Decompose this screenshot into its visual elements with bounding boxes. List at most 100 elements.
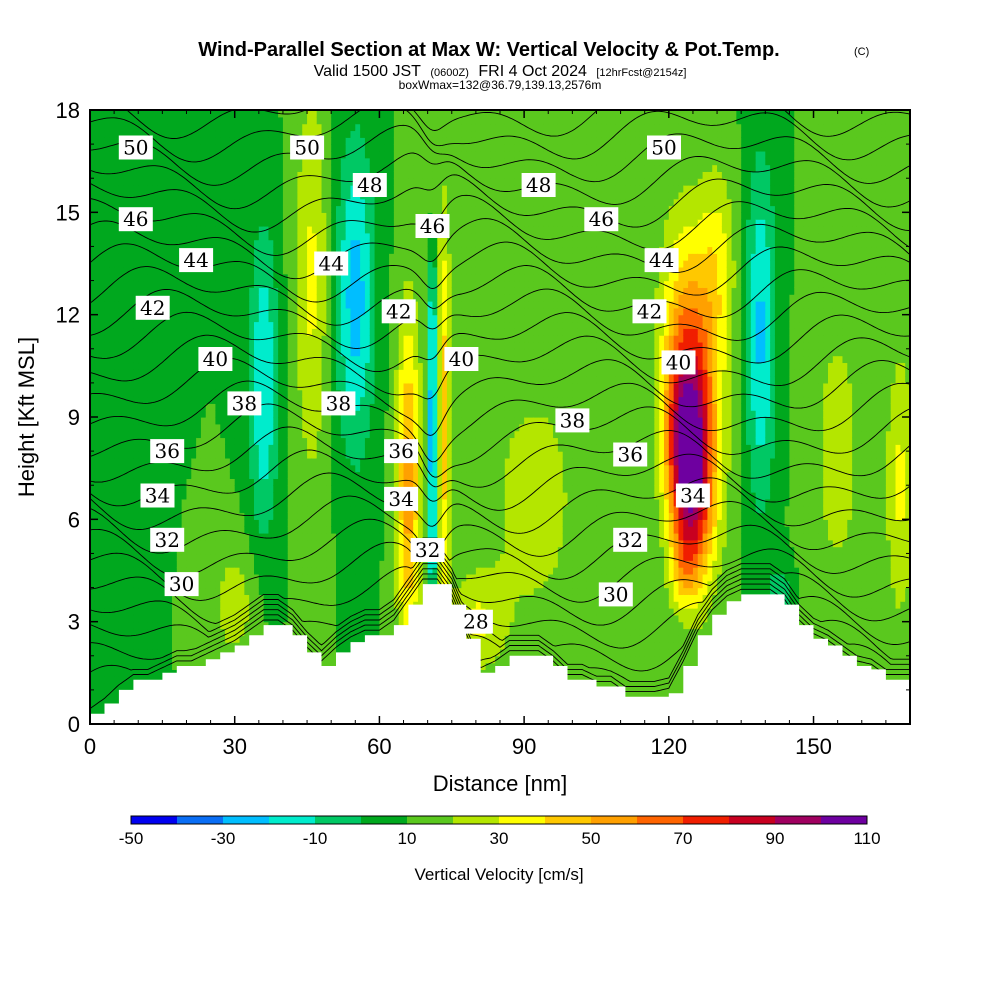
velocity-cell (249, 628, 255, 636)
velocity-cell (345, 437, 352, 445)
velocity-cell (133, 580, 139, 589)
velocity-cell (287, 553, 294, 561)
velocity-cell (244, 478, 250, 486)
velocity-cell (278, 594, 284, 602)
velocity-cell (94, 512, 101, 520)
velocity-cell (157, 587, 163, 595)
velocity-cell (133, 178, 139, 186)
velocity-cell (345, 471, 352, 479)
velocity-cell (200, 512, 207, 520)
velocity-cell (186, 567, 192, 575)
velocity-cell (143, 423, 149, 432)
velocity-cell (157, 648, 163, 657)
velocity-cell (99, 403, 106, 411)
velocity-cell (321, 587, 327, 595)
velocity-cell (123, 273, 130, 282)
velocity-cell (118, 396, 125, 404)
velocity-cell (147, 471, 154, 479)
velocity-cell (336, 157, 342, 166)
velocity-cell (133, 396, 139, 404)
velocity-cell (311, 382, 318, 391)
velocity-cell (331, 130, 337, 138)
velocity-cell (118, 198, 125, 207)
velocity-cell (225, 294, 231, 302)
velocity-cell (181, 437, 188, 445)
velocity-cell (157, 157, 163, 166)
velocity-cell (181, 430, 188, 439)
velocity-cell (345, 280, 352, 288)
velocity-cell (336, 457, 342, 466)
velocity-cell (147, 567, 154, 575)
velocity-cell (114, 573, 120, 582)
velocity-cell (311, 512, 318, 520)
velocity-cell (104, 260, 110, 268)
velocity-cell (133, 560, 139, 568)
velocity-cell (326, 492, 332, 500)
velocity-cell (311, 185, 318, 193)
velocity-cell (118, 382, 125, 391)
velocity-cell (205, 437, 212, 445)
velocity-cell (176, 307, 183, 316)
velocity-cell (220, 546, 226, 555)
velocity-cell (336, 144, 342, 152)
velocity-cell (118, 539, 125, 548)
velocity-cell (302, 164, 308, 172)
velocity-cell (268, 594, 274, 602)
velocity-cell (133, 478, 139, 486)
velocity-cell (181, 178, 188, 186)
velocity-cell (133, 485, 139, 493)
velocity-cell (263, 178, 270, 186)
velocity-cell (215, 417, 221, 425)
velocity-cell (254, 239, 260, 248)
velocity-cell (196, 403, 202, 411)
velocity-cell (239, 348, 245, 357)
velocity-cell (239, 519, 245, 527)
velocity-cell (143, 642, 149, 650)
velocity-cell (114, 266, 120, 275)
velocity-cell (138, 669, 144, 677)
velocity-cell (336, 519, 342, 527)
velocity-cell (210, 307, 217, 316)
velocity-cell (302, 485, 308, 493)
velocity-cell (210, 601, 217, 609)
velocity-cell (99, 171, 106, 179)
velocity-cell (220, 191, 226, 200)
velocity-cell (123, 423, 130, 432)
velocity-cell (350, 444, 356, 452)
velocity-cell (268, 205, 274, 213)
velocity-cell (143, 587, 149, 595)
velocity-cell (94, 246, 101, 254)
velocity-cell (176, 225, 183, 234)
velocity-cell (316, 171, 323, 179)
velocity-cell (133, 369, 139, 377)
velocity-cell (215, 635, 221, 643)
velocity-cell (282, 362, 289, 370)
velocity-cell (297, 546, 303, 555)
velocity-cell (210, 171, 217, 179)
velocity-cell (316, 157, 323, 166)
velocity-cell (316, 232, 323, 241)
velocity-cell (350, 573, 356, 582)
velocity-cell (326, 614, 332, 623)
velocity-cell (225, 608, 231, 616)
velocity-cell (278, 157, 284, 166)
velocity-cell (340, 567, 347, 575)
velocity-cell (128, 539, 135, 548)
velocity-cell (302, 512, 308, 520)
velocity-cell (138, 164, 144, 172)
velocity-cell (90, 335, 96, 343)
velocity-cell (336, 464, 342, 473)
velocity-cell (162, 648, 168, 657)
velocity-cell (278, 464, 284, 473)
velocity-cell (268, 335, 274, 343)
velocity-cell (225, 205, 231, 213)
velocity-cell (90, 655, 96, 664)
velocity-cell (181, 110, 188, 118)
velocity-cell (90, 225, 96, 234)
velocity-cell (152, 164, 159, 172)
velocity-cell (143, 451, 149, 459)
velocity-cell (196, 232, 202, 241)
velocity-cell (181, 301, 188, 309)
velocity-cell (215, 150, 221, 159)
velocity-cell (225, 260, 231, 268)
